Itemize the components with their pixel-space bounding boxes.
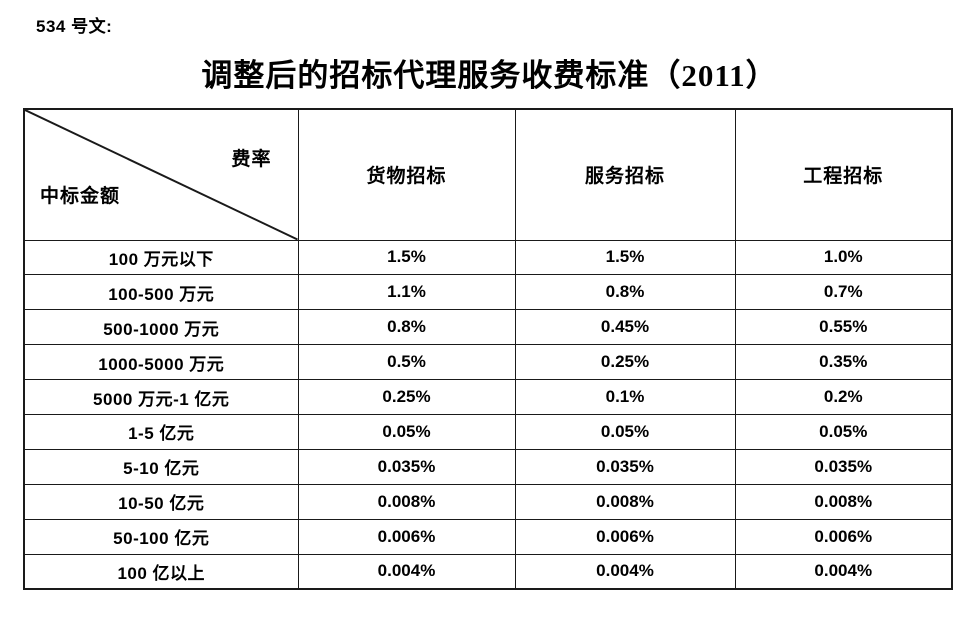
column-header-service: 服务招标 (514, 108, 736, 241)
goods-rate-cell: 1.1% (297, 274, 516, 311)
service-rate-cell: 0.008% (514, 483, 736, 520)
service-rate-cell: 0.05% (514, 413, 736, 450)
engineering-rate-cell: 0.006% (734, 518, 953, 555)
header-row: 费率 中标金额 货物招标 服务招标 工程招标 (23, 108, 953, 241)
table-row: 1000-5000 万元 0.5% 0.25% 0.35% (23, 344, 953, 381)
service-rate-cell: 0.25% (514, 344, 736, 381)
goods-rate-cell: 0.8% (297, 309, 516, 346)
fee-table: 费率 中标金额 货物招标 服务招标 工程招标 100 万元以下 1.5% 1.5… (23, 108, 953, 590)
table-row: 10-50 亿元 0.008% 0.008% 0.008% (23, 483, 953, 520)
engineering-rate-cell: 0.035% (734, 448, 953, 485)
table-row: 100 亿以上 0.004% 0.004% 0.004% (23, 553, 953, 590)
amount-range-cell: 500-1000 万元 (23, 309, 299, 346)
amount-range-cell: 100 万元以下 (23, 239, 299, 276)
goods-rate-cell: 0.25% (297, 379, 516, 415)
column-header-engineering: 工程招标 (734, 108, 953, 241)
goods-rate-cell: 0.5% (297, 344, 516, 381)
engineering-rate-cell: 0.35% (734, 344, 953, 381)
table-row: 100 万元以下 1.5% 1.5% 1.0% (23, 239, 953, 276)
amount-range-cell: 10-50 亿元 (23, 483, 299, 520)
engineering-rate-cell: 0.05% (734, 413, 953, 450)
goods-rate-cell: 0.008% (297, 483, 516, 520)
corner-label-rate: 费率 (231, 149, 272, 170)
table-row: 5-10 亿元 0.035% 0.035% 0.035% (23, 448, 953, 485)
doc-number: 534 号文: (36, 17, 113, 36)
engineering-rate-cell: 0.2% (734, 379, 953, 415)
goods-rate-cell: 0.05% (297, 413, 516, 450)
service-rate-cell: 0.45% (514, 309, 736, 346)
engineering-rate-cell: 0.004% (734, 553, 953, 590)
table-row: 500-1000 万元 0.8% 0.45% 0.55% (23, 309, 953, 346)
service-rate-cell: 1.5% (514, 239, 736, 276)
service-rate-cell: 0.006% (514, 518, 736, 555)
goods-rate-cell: 0.004% (297, 553, 516, 590)
engineering-rate-cell: 0.55% (734, 309, 953, 346)
column-header-goods: 货物招标 (297, 108, 516, 241)
corner-label-amount: 中标金额 (40, 185, 121, 207)
engineering-rate-cell: 1.0% (734, 239, 953, 276)
table-row: 100-500 万元 1.1% 0.8% 0.7% (23, 274, 953, 311)
service-rate-cell: 0.004% (514, 553, 736, 590)
page-title: 调整后的招标代理服务收费标准（2011） (201, 58, 778, 93)
service-rate-cell: 0.8% (514, 274, 736, 311)
diagonal-line (25, 110, 298, 240)
goods-rate-cell: 1.5% (297, 239, 516, 276)
goods-rate-cell: 0.006% (297, 518, 516, 555)
service-rate-cell: 0.035% (514, 448, 736, 485)
amount-range-cell: 100 亿以上 (23, 553, 299, 590)
goods-rate-cell: 0.035% (297, 448, 516, 485)
table-row: 5000 万元-1 亿元 0.25% 0.1% 0.2% (23, 379, 953, 415)
engineering-rate-cell: 0.7% (734, 274, 953, 311)
amount-range-cell: 1000-5000 万元 (23, 344, 299, 381)
amount-range-cell: 1-5 亿元 (23, 413, 299, 450)
amount-range-cell: 50-100 亿元 (23, 518, 299, 555)
amount-range-cell: 100-500 万元 (23, 274, 299, 311)
diagonal-header-cell: 费率 中标金额 (23, 108, 299, 241)
amount-range-cell: 5000 万元-1 亿元 (23, 379, 299, 415)
amount-range-cell: 5-10 亿元 (23, 448, 299, 485)
service-rate-cell: 0.1% (514, 379, 736, 415)
table-row: 1-5 亿元 0.05% 0.05% 0.05% (23, 413, 953, 450)
engineering-rate-cell: 0.008% (734, 483, 953, 520)
table-row: 50-100 亿元 0.006% 0.006% 0.006% (23, 518, 953, 555)
